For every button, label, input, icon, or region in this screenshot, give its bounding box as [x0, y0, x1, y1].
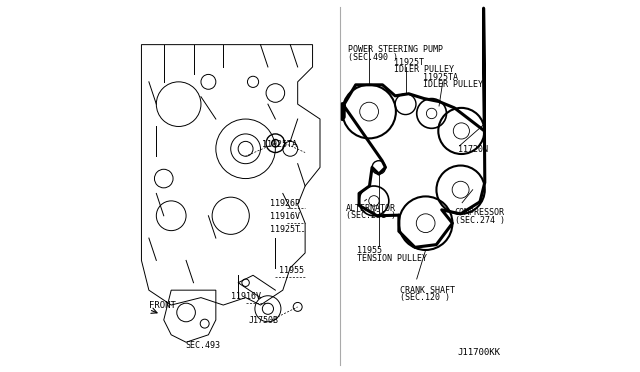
Text: 11925T: 11925T: [270, 225, 300, 234]
Text: COMPRESSOR: COMPRESSOR: [454, 208, 505, 217]
Text: J11700KK: J11700KK: [458, 348, 500, 357]
Text: 11916V: 11916V: [270, 212, 300, 221]
Text: 11926P: 11926P: [270, 199, 300, 208]
Text: (SEC.120 ): (SEC.120 ): [400, 293, 450, 302]
Text: (SEC.274 ): (SEC.274 ): [454, 216, 505, 225]
Text: 11925TA: 11925TA: [424, 73, 458, 81]
Text: J1750B: J1750B: [248, 316, 278, 325]
Text: 11955: 11955: [357, 246, 382, 255]
Text: 11955: 11955: [279, 266, 304, 275]
Text: (SEC.231 ): (SEC.231 ): [346, 211, 396, 220]
Text: 11925TA: 11925TA: [262, 140, 298, 149]
Text: 11720N: 11720N: [458, 145, 488, 154]
Text: TENSION PULLEY: TENSION PULLEY: [357, 254, 428, 263]
Text: POWER STEERING PUMP: POWER STEERING PUMP: [348, 45, 443, 54]
Text: 11916V: 11916V: [232, 292, 262, 301]
Text: IDLER PULLEY: IDLER PULLEY: [424, 80, 483, 89]
Text: CRANK SHAFT: CRANK SHAFT: [400, 286, 455, 295]
Text: FRONT: FRONT: [149, 301, 176, 310]
Text: (SEC.490 ): (SEC.490 ): [348, 53, 398, 62]
Text: ALTERNATOR: ALTERNATOR: [346, 204, 396, 213]
Text: SEC.493: SEC.493: [186, 341, 220, 350]
Text: IDLER PULLEY: IDLER PULLEY: [394, 65, 454, 74]
Text: 11925T: 11925T: [394, 58, 424, 67]
